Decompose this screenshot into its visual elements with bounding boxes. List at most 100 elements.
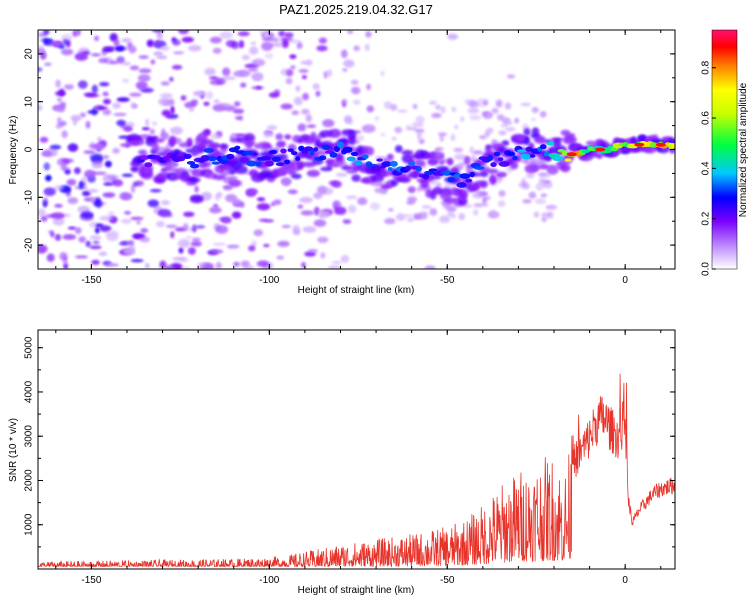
spectrogram-noise-blob (138, 55, 149, 59)
spectrogram-ridge-halo (302, 161, 316, 168)
spectrogram-ridge-halo (363, 146, 375, 156)
spectrogram-noise-blob (121, 38, 132, 43)
spectrogram-noise-blob (178, 247, 184, 254)
spectrogram-noise-blob (538, 177, 546, 185)
spectrogram-noise-blob (473, 209, 479, 216)
spectrogram-noise-blob (177, 238, 191, 248)
spectrogram-noise-blob (40, 215, 48, 222)
spectrogram-noise-blob (290, 65, 296, 70)
colorbar-tick-label: 0.6 (701, 111, 712, 125)
spectrogram-noise-blob (505, 127, 516, 132)
spectrogram-noise-blob (204, 67, 216, 76)
x-tick-label: 0 (622, 575, 628, 586)
spectrogram-noise-blob (107, 211, 115, 217)
spectrogram-noise-blob (528, 191, 537, 199)
spectrogram-ridge-core (321, 144, 331, 150)
spectrogram-noise-blob (118, 241, 128, 246)
spectrogram-noise-blob (174, 227, 186, 232)
spectrogram-ridge-halo (433, 174, 442, 180)
spectrogram-noise-blob (209, 36, 222, 44)
spectrogram-noise-blob (251, 240, 257, 247)
spectrogram-ridge-halo (151, 142, 159, 153)
spectrogram-noise-blob (141, 127, 150, 131)
spectrogram-noise-blob (178, 30, 190, 35)
spectrogram-ridge-core (275, 162, 285, 167)
spectrogram-noise-blob (50, 230, 55, 238)
spectrogram-noise-blob (245, 188, 258, 195)
spectrogram-noise-blob (54, 233, 62, 241)
spectrogram-ridge-core (137, 158, 145, 163)
spectrogram-noise-blob (328, 180, 338, 186)
spectrogram-ridge-core (200, 155, 210, 161)
spectrogram-noise-blob (99, 215, 114, 221)
spectrogram-noise-blob (102, 155, 109, 160)
spectrogram-noise-blob (262, 32, 271, 38)
y-tick-label: 5000 (24, 336, 35, 359)
spectrogram-ridge-core (303, 146, 314, 152)
spectrogram-noise-blob (195, 225, 206, 229)
spectrogram-noise-blob (451, 106, 456, 113)
spectrogram-noise-blob (467, 107, 480, 114)
spectrogram-ridge-halo (243, 140, 256, 147)
spectrogram-ridge-halo (531, 127, 540, 137)
spectrogram-noise-blob (85, 240, 91, 248)
spectrogram-ridge-core (362, 154, 369, 159)
spectrogram-ridge-core (498, 161, 510, 167)
spectrogram-noise-blob (112, 179, 124, 187)
spectrogram-noise-blob (237, 31, 250, 37)
spectrogram-noise-blob (113, 38, 120, 47)
spectrogram-noise-blob (500, 123, 508, 128)
spectrogram-noise-blob (266, 124, 278, 131)
spectrogram-noise-blob (170, 126, 183, 135)
spectrogram-ridge-halo (463, 155, 471, 165)
spectrogram-ridge-halo (291, 173, 302, 179)
spectrogram-noise-blob (232, 198, 242, 205)
spectrogram-noise-blob (190, 194, 204, 202)
spectrogram-noise-blob (130, 216, 144, 221)
spectrogram-noise-blob (352, 99, 361, 105)
spectrogram-noise-blob (383, 101, 392, 109)
spectrogram-noise-blob (335, 172, 348, 177)
spectrogram-noise-blob (64, 84, 74, 90)
spectrogram-ridge-halo (523, 127, 531, 136)
spectrogram-noise-blob (374, 187, 380, 194)
spectrogram-noise-blob (219, 31, 233, 40)
spectrogram-noise-blob (273, 37, 280, 43)
spectrogram-noise-blob (67, 197, 79, 205)
spectrogram-noise-blob (173, 51, 185, 55)
spectrogram-ridge-halo (279, 153, 288, 161)
spectrogram-noise-blob (61, 162, 67, 171)
spectrogram-ridge-core (350, 151, 359, 157)
spectrogram-noise-blob (313, 219, 327, 227)
spectrogram-noise-blob (235, 116, 242, 120)
spectrogram-noise-blob (128, 240, 134, 246)
spectrogram-noise-blob (38, 208, 46, 217)
spectrogram-noise-blob (415, 115, 425, 124)
spectrogram-ridge-core (422, 173, 430, 180)
spectrogram-ridge-halo (530, 164, 541, 172)
spectrogram-noise-blob (361, 124, 376, 133)
spectrogram-ridge-halo (168, 135, 177, 146)
spectrogram-noise-blob (106, 263, 119, 267)
spectrogram-noise-blob (541, 216, 548, 223)
snr-x-label: Height of straight line (km) (298, 585, 415, 596)
spectrogram-ridge-halo (485, 144, 492, 149)
spectrogram-noise-blob (216, 191, 223, 198)
spectrogram-ridge-halo (212, 174, 227, 181)
spectrogram-noise-blob (55, 79, 61, 88)
y-tick-label: 20 (24, 48, 35, 60)
spectrogram-ridge-core (234, 145, 241, 150)
spectrogram-noise-blob (91, 160, 103, 169)
spectrogram-noise-blob (342, 68, 348, 72)
spectrogram-noise-blob (65, 188, 71, 197)
spectrogram-ridge-core (208, 156, 217, 162)
spectrogram-noise-blob (276, 255, 285, 260)
spectrogram-noise-blob (116, 97, 130, 102)
spectrogram-noise-blob (469, 114, 481, 121)
spectrogram-noise-blob (94, 227, 100, 234)
spectrogram-noise-blob (248, 67, 259, 72)
spectrogram-ridge-core (329, 152, 338, 158)
spectrogram-noise-blob (533, 211, 540, 218)
spectrogram-noise-blob (526, 173, 535, 179)
